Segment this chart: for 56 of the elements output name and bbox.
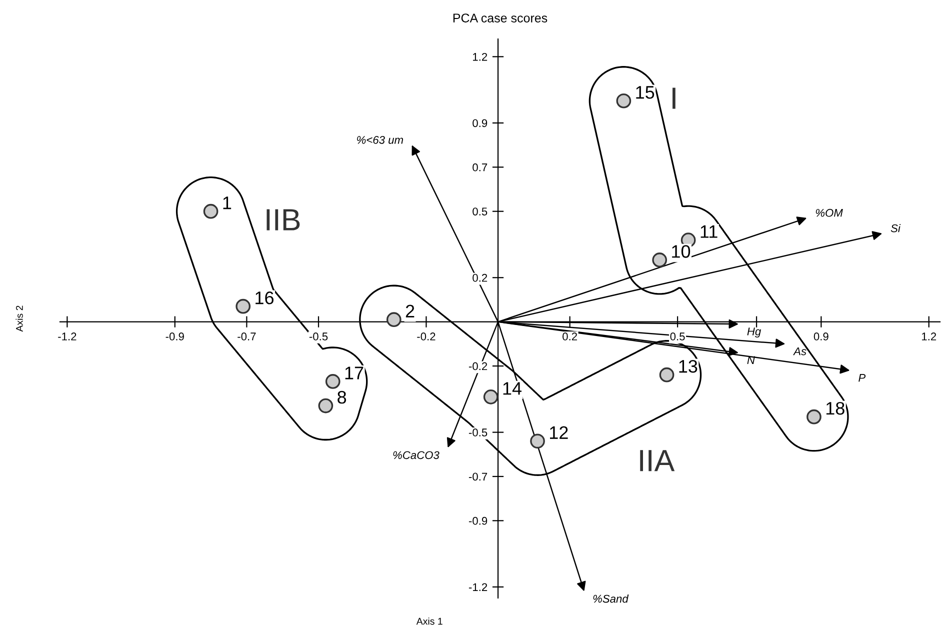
- y-tick-label: 0.5: [472, 208, 488, 216]
- x-tick-label: -1.2: [58, 332, 76, 340]
- annotation: 1: [223, 196, 232, 210]
- x-tick-label: 0.5: [670, 332, 685, 340]
- point: [386, 312, 402, 328]
- annotation: %<63 um: [357, 136, 404, 144]
- annotation: 13: [679, 360, 698, 373]
- y-tick-label: -0.7: [468, 472, 488, 481]
- annotation: %Sand: [593, 594, 629, 603]
- annotation: 14: [503, 382, 522, 395]
- annotation: 17: [345, 366, 364, 380]
- annotation: Hg: [747, 328, 762, 338]
- point: [325, 374, 340, 389]
- annotation: 11: [700, 225, 718, 238]
- annotation: 8: [338, 390, 346, 404]
- series-label: IIB: [266, 209, 300, 230]
- y-tick-label: 0.2: [472, 274, 488, 282]
- x-tick-label: 0.2: [562, 332, 577, 340]
- y-tick-label: -0.9: [468, 516, 488, 525]
- point: [806, 409, 822, 424]
- x-tick-label: -0.2: [417, 332, 436, 340]
- point: [203, 204, 218, 219]
- y-tick-label: 1.2: [473, 52, 488, 61]
- y-tick-label: 0.7: [472, 163, 488, 172]
- annotation: 18: [826, 402, 844, 415]
- y-tick-label: 0.9: [472, 119, 488, 128]
- annotation: %CaCO3: [393, 451, 440, 460]
- point: [530, 434, 545, 449]
- x-tick-label: 1.2: [922, 332, 936, 340]
- annotation: 15: [636, 86, 654, 99]
- y-tick-label: -0.5: [468, 428, 488, 436]
- annotation: 12: [550, 426, 568, 439]
- annotation: 10: [672, 245, 690, 258]
- point: [483, 390, 498, 404]
- x-tick-label: -0.9: [166, 332, 184, 340]
- point: [616, 93, 632, 108]
- series-label: I: [672, 88, 676, 109]
- y-tick-label: -1.2: [468, 583, 488, 591]
- annotation: %OM: [816, 208, 843, 217]
- annotation: Si: [890, 224, 901, 232]
- x-tick-label: -0.7: [238, 332, 256, 340]
- annotation: P: [858, 374, 866, 382]
- annotation: 2: [406, 304, 414, 318]
- text: IIA: [640, 450, 675, 472]
- annotation: 16: [256, 291, 274, 304]
- point: [236, 298, 251, 314]
- point: [659, 367, 674, 382]
- x-axis-title: Axis 1: [416, 618, 442, 625]
- point: [652, 252, 668, 268]
- point: [318, 398, 334, 414]
- chart-title: PCA case scores: [453, 14, 548, 22]
- x-tick-label: -0.5: [309, 332, 328, 340]
- y-axis-title: Axis 2: [16, 306, 23, 332]
- annotation: As: [793, 347, 806, 356]
- y-tick-label: -0.2: [468, 362, 488, 370]
- x-tick-label: 0.9: [814, 332, 828, 340]
